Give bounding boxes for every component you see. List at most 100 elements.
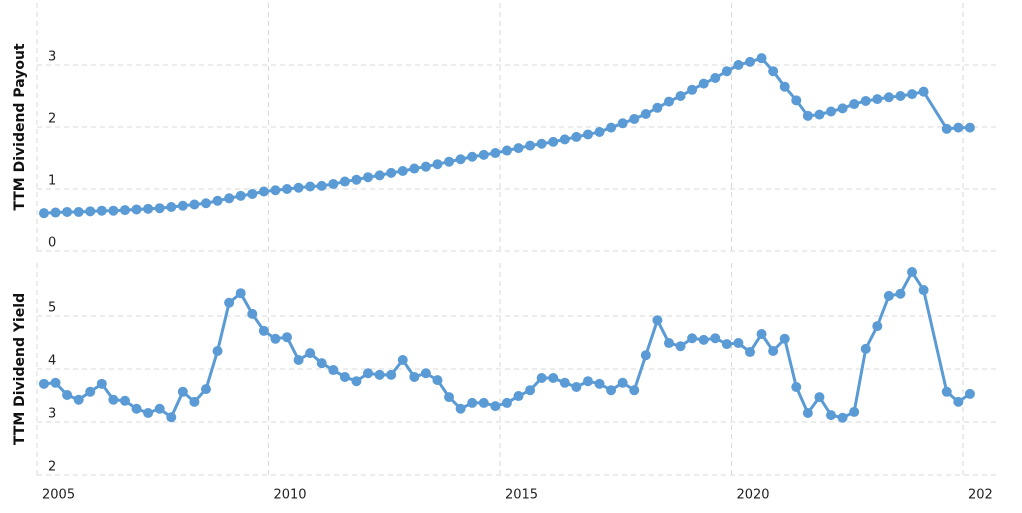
point [339, 371, 350, 382]
y-tick-label: 1 [48, 174, 56, 189]
point [258, 186, 269, 197]
point [189, 396, 200, 407]
y-axis-title: TTM Dividend Yield [12, 293, 28, 445]
point [374, 369, 385, 380]
point [501, 397, 512, 408]
point [756, 329, 767, 340]
x-tick-label: 2005 [42, 488, 75, 503]
point [282, 332, 293, 343]
point [721, 339, 732, 350]
point [837, 412, 848, 423]
point [860, 343, 871, 354]
point [617, 377, 628, 388]
point [918, 285, 929, 296]
point [478, 149, 489, 160]
point [837, 103, 848, 114]
point [490, 148, 501, 159]
point [698, 334, 709, 345]
point [455, 154, 466, 165]
point [119, 395, 130, 406]
point [293, 182, 304, 193]
point [883, 290, 894, 301]
y-tick-label: 2 [48, 112, 56, 127]
point [872, 94, 883, 105]
point [872, 321, 883, 332]
point [536, 373, 547, 384]
point [177, 200, 188, 211]
line [43, 56, 970, 215]
point [907, 89, 918, 100]
point [328, 365, 339, 376]
point [96, 378, 107, 389]
point [212, 195, 223, 206]
point [501, 145, 512, 156]
point [536, 138, 547, 149]
point [744, 347, 755, 358]
point [235, 288, 246, 299]
point [316, 358, 327, 369]
x-tick-label: 2010 [273, 488, 306, 503]
point [629, 113, 640, 124]
point [432, 375, 443, 386]
point [814, 109, 825, 120]
point [108, 394, 119, 405]
point [467, 151, 478, 162]
point [756, 53, 767, 64]
point [444, 156, 455, 167]
point [802, 407, 813, 418]
point [258, 325, 269, 336]
point [444, 392, 455, 403]
x-tick-label: 2015 [505, 488, 538, 503]
point [826, 410, 837, 421]
point [802, 110, 813, 121]
point [212, 345, 223, 356]
point [455, 403, 466, 414]
point [143, 203, 154, 214]
point [119, 205, 130, 216]
point [38, 378, 49, 389]
point [687, 333, 698, 344]
point [918, 86, 929, 97]
point [663, 338, 674, 349]
point [397, 354, 408, 365]
point [779, 333, 790, 344]
x-tick-label: 202 [968, 488, 993, 503]
point [860, 95, 871, 106]
point [525, 140, 536, 151]
point [478, 397, 489, 408]
point [50, 207, 61, 218]
point [50, 377, 61, 388]
point [270, 333, 281, 344]
point [282, 184, 293, 194]
x-tick-label: 2020 [736, 488, 769, 503]
point [200, 198, 211, 209]
point [305, 348, 316, 359]
point [606, 122, 617, 133]
point [895, 288, 906, 299]
point [571, 131, 582, 142]
point [409, 163, 420, 174]
point [363, 368, 374, 379]
point [907, 267, 918, 278]
point [687, 84, 698, 95]
point [374, 170, 385, 181]
point [964, 122, 975, 133]
point [293, 354, 304, 365]
point [96, 205, 107, 216]
point [38, 208, 49, 219]
point [652, 102, 663, 113]
point [420, 161, 431, 172]
point [744, 56, 755, 67]
y-tick-label: 3 [48, 407, 56, 422]
point [826, 106, 837, 117]
point [397, 166, 408, 177]
point [895, 91, 906, 101]
point [941, 123, 952, 134]
point [548, 373, 559, 384]
point [247, 188, 258, 199]
point [270, 185, 281, 196]
point [351, 174, 362, 185]
point [617, 118, 628, 129]
point [663, 96, 674, 107]
